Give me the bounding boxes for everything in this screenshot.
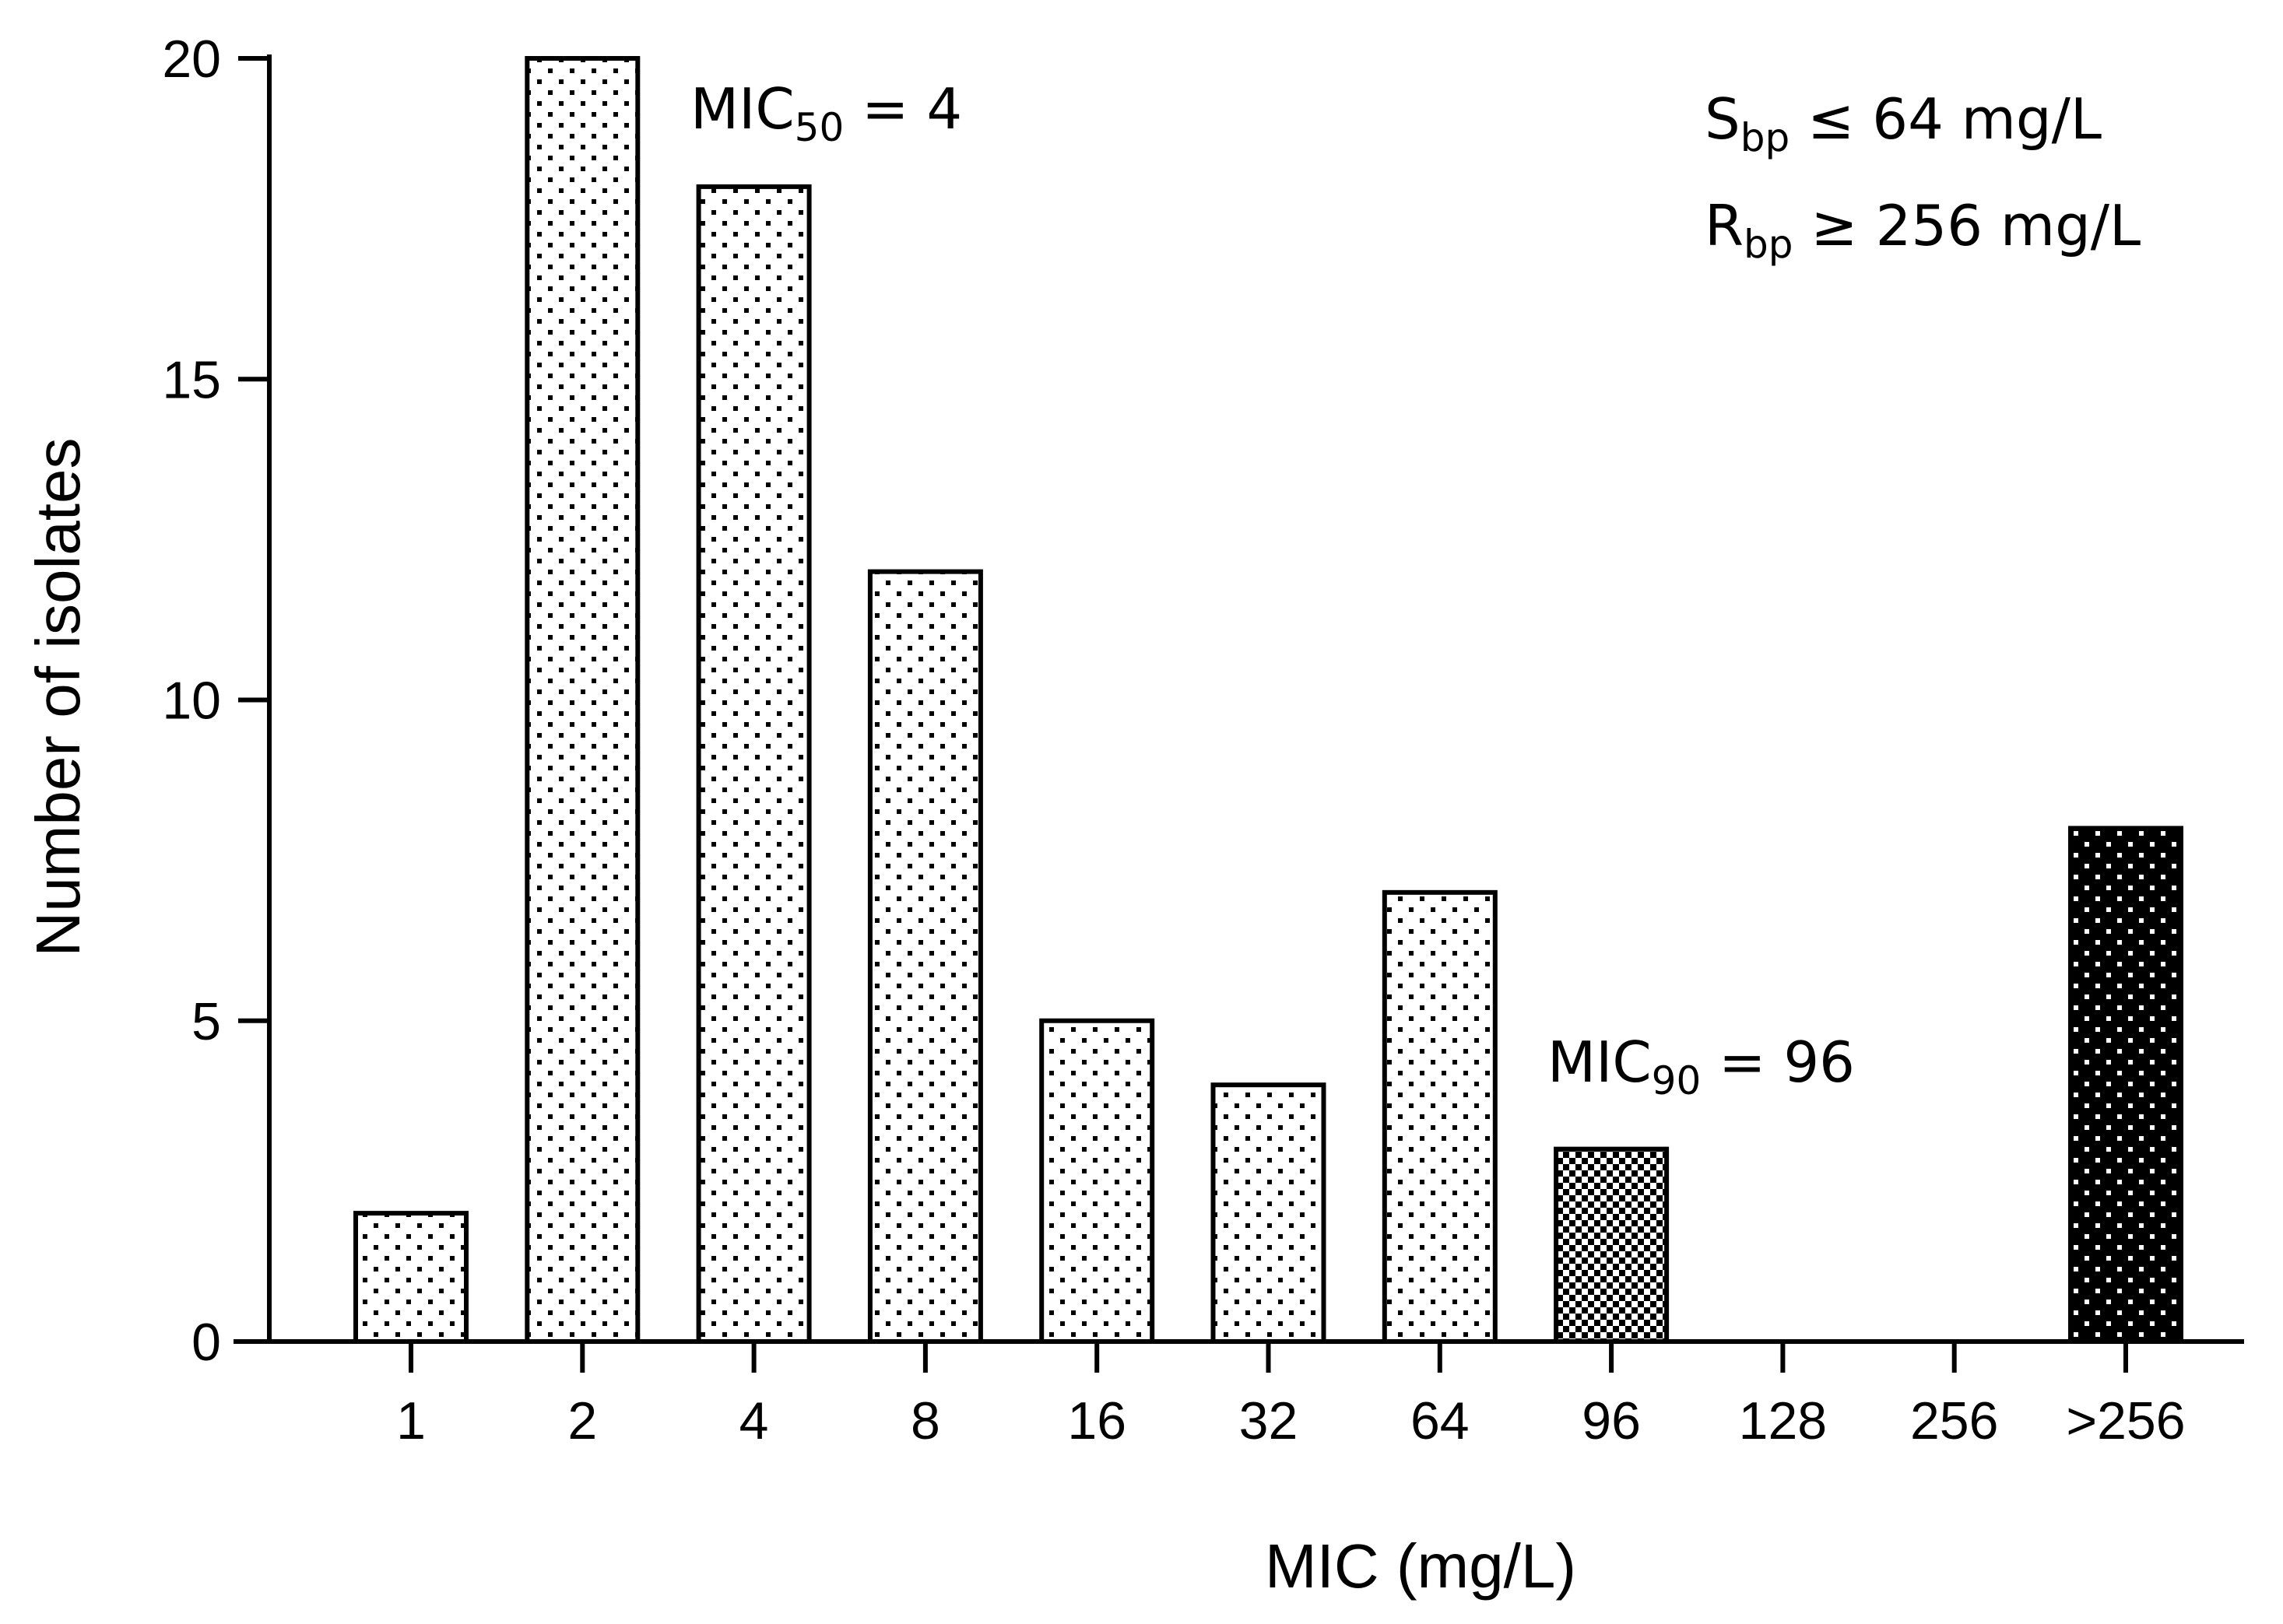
annotation-mic50: MIC50 = 4 <box>690 76 962 150</box>
bar-1 <box>353 1211 469 1344</box>
annotation-sbp-rest: ≤ 64 mg/L <box>1790 86 2102 152</box>
y-tick-group: 0 5 10 15 20 <box>162 30 269 1372</box>
x-tick-label: 8 <box>911 1391 940 1450</box>
annotation-mic90-base: MIC <box>1547 1029 1652 1095</box>
bar-64 <box>1382 889 1498 1344</box>
y-axis-title: Number of isolates <box>23 438 93 957</box>
annotation-mic90-sub: 90 <box>1652 1058 1702 1103</box>
annotation-rbp-base: R <box>1705 193 1744 258</box>
x-tick-label: 32 <box>1239 1391 1298 1450</box>
annotation-mic50-base: MIC <box>690 76 795 142</box>
x-tick-label: 1 <box>396 1391 426 1450</box>
y-tick-label: 0 <box>191 1313 221 1372</box>
x-axis-title: MIC (mg/L) <box>1265 1531 1576 1601</box>
annotation-mic50-rest: = 4 <box>844 76 962 142</box>
annotation-resistant-breakpoint: Rbp ≥ 256 mg/L <box>1705 193 2141 267</box>
bar-32 <box>1210 1082 1326 1344</box>
annotation-sbp-sub: bp <box>1740 115 1790 160</box>
bar-4 <box>696 184 812 1344</box>
y-tick-label: 10 <box>162 672 221 731</box>
x-tick-label: 2 <box>567 1391 597 1450</box>
x-tick-label: 256 <box>1910 1391 1998 1450</box>
x-tick-label: 4 <box>739 1391 769 1450</box>
y-tick-label: 5 <box>191 992 221 1051</box>
bar-group <box>353 56 2183 1345</box>
bar-16 <box>1039 1018 1155 1344</box>
x-tick-label: 128 <box>1739 1391 1827 1450</box>
annotation-rbp-sub: bp <box>1744 222 1793 267</box>
x-tick-label: 64 <box>1410 1391 1470 1450</box>
annotation-susceptible-breakpoint: Sbp ≤ 64 mg/L <box>1705 86 2102 160</box>
x-tick-label: >256 <box>2066 1391 2185 1450</box>
annotation-sbp-base: S <box>1705 86 1740 152</box>
bar-2 <box>525 56 641 1344</box>
annotation-mic50-sub: 50 <box>795 105 845 150</box>
annotation-rbp-rest: ≥ 256 mg/L <box>1793 193 2141 258</box>
x-tick-label: 96 <box>1582 1391 1641 1450</box>
annotation-mic90-rest: = 96 <box>1701 1029 1855 1095</box>
y-tick-label: 15 <box>162 350 221 409</box>
bar-8 <box>867 569 983 1344</box>
y-tick-label: 20 <box>162 30 221 89</box>
bar-96 <box>1554 1146 1670 1345</box>
x-tick-label: 16 <box>1067 1391 1126 1450</box>
annotation-mic90: MIC90 = 96 <box>1547 1029 1855 1103</box>
x-tick-group: 1 2 4 8 16 32 64 96 128 256 >256 <box>396 1342 2186 1450</box>
bar-gt256 <box>2068 826 2183 1344</box>
